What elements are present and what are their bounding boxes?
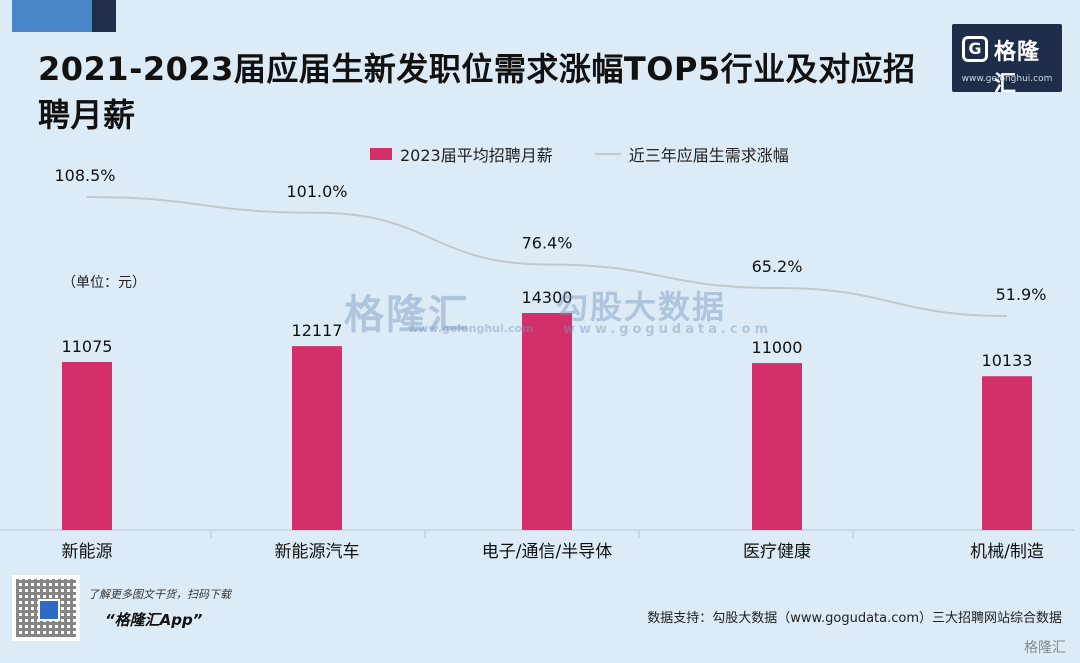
unit-label: （单位：元） xyxy=(62,275,146,291)
bar xyxy=(62,361,112,530)
watermark-sub: 勾股大数据 xyxy=(556,288,727,326)
legend-line-label: 近三年应届生需求涨幅 xyxy=(628,146,789,165)
legend-bar-label: 2023届平均招聘月薪 xyxy=(400,146,553,165)
line-value-label: 65.2% xyxy=(752,257,803,276)
category-label: 新能源 xyxy=(62,542,113,562)
watermark-main: 格隆汇 xyxy=(344,292,470,338)
line-value-label: 101.0% xyxy=(286,182,347,201)
line-value-label: 51.9% xyxy=(996,285,1047,304)
decor-bar-dark xyxy=(92,0,116,32)
qr-code-icon xyxy=(12,575,80,641)
bar-value-label: 10133 xyxy=(982,351,1033,370)
legend-line-swatch xyxy=(594,153,621,155)
legend-bar-swatch xyxy=(370,148,392,160)
promo-text: 了解更多图文干货，扫码下载 xyxy=(88,588,231,601)
bar xyxy=(752,363,802,530)
category-label: 医疗健康 xyxy=(743,542,811,562)
logo-g-icon: G xyxy=(962,36,988,62)
line-value-label: 108.5% xyxy=(54,166,115,185)
chart-title: 2021-2023届应届生新发职位需求涨幅TOP5行业及对应招聘月薪 xyxy=(38,50,916,134)
bar xyxy=(982,376,1032,530)
bar-value-label: 14300 xyxy=(522,288,573,307)
legend: 2023届平均招聘月薪 近三年应届生需求涨幅 xyxy=(370,142,789,166)
source-note: 数据支持：勾股大数据（www.gogudata.com）三大招聘网站综合数据 xyxy=(647,611,1062,626)
growth-line xyxy=(86,196,1008,317)
watermark-url-sub: www.gogudata.com xyxy=(563,322,773,337)
bar xyxy=(292,346,342,530)
bar xyxy=(522,313,572,530)
logo-name: 格隆汇 xyxy=(994,40,1041,97)
bar-value-label: 12117 xyxy=(292,321,343,340)
corner-watermark: 格隆汇 xyxy=(1024,640,1066,656)
line-value-label: 76.4% xyxy=(522,233,573,252)
category-label: 电子/通信/半导体 xyxy=(482,542,612,562)
category-label: 新能源汽车 xyxy=(275,542,360,562)
watermark-url-main: www.gelonghui.com xyxy=(408,322,534,335)
gelonghui-logo: G 格隆汇 www.gelonghui.com xyxy=(952,24,1062,97)
bar-value-label: 11075 xyxy=(62,337,113,356)
promo-app-name: “格隆汇App” xyxy=(105,611,203,629)
bar-value-label: 11000 xyxy=(752,338,803,357)
category-label: 机械/制造 xyxy=(970,542,1044,562)
decor-bar xyxy=(12,0,92,32)
logo-url: www.gelonghui.com xyxy=(961,74,1053,84)
